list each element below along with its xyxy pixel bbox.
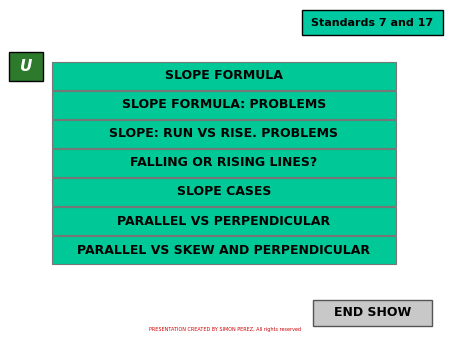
FancyBboxPatch shape [52,120,396,148]
Text: SLOPE FORMULA: SLOPE FORMULA [165,69,283,82]
Text: PRESENTATION CREATED BY SIMON PEREZ, All rights reserved: PRESENTATION CREATED BY SIMON PEREZ, All… [149,327,301,332]
FancyBboxPatch shape [52,207,396,235]
FancyBboxPatch shape [52,62,396,90]
Text: SLOPE: RUN VS RISE. PROBLEMS: SLOPE: RUN VS RISE. PROBLEMS [109,127,338,140]
Text: PARALLEL VS SKEW AND PERPENDICULAR: PARALLEL VS SKEW AND PERPENDICULAR [77,244,370,257]
FancyBboxPatch shape [52,178,396,206]
Text: SLOPE CASES: SLOPE CASES [177,186,271,198]
FancyBboxPatch shape [9,52,43,81]
FancyBboxPatch shape [52,236,396,264]
Text: Standards 7 and 17: Standards 7 and 17 [311,18,433,28]
Text: U: U [20,59,32,74]
Text: SLOPE FORMULA: PROBLEMS: SLOPE FORMULA: PROBLEMS [122,98,326,111]
Text: PARALLEL VS PERPENDICULAR: PARALLEL VS PERPENDICULAR [117,215,330,227]
Text: FALLING OR RISING LINES?: FALLING OR RISING LINES? [130,156,318,169]
FancyBboxPatch shape [52,91,396,119]
FancyBboxPatch shape [52,149,396,177]
FancyBboxPatch shape [302,10,443,35]
FancyBboxPatch shape [313,300,432,326]
Text: END SHOW: END SHOW [334,307,411,319]
